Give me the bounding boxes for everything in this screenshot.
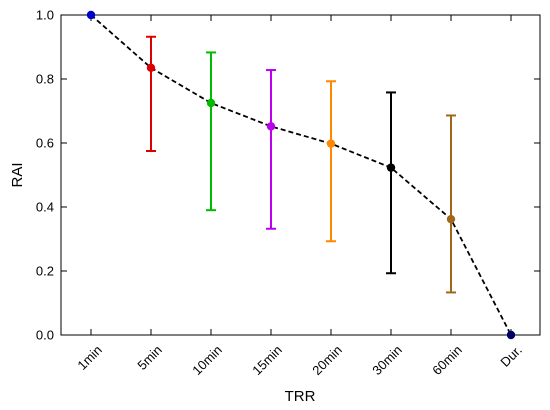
data-point-30min bbox=[386, 163, 396, 172]
x-axis-ticks: 1min 5min 10min 15min 20min 30min 60min Dur. bbox=[74, 15, 525, 378]
plot-frame bbox=[60, 14, 541, 336]
x-tick-label: 20min bbox=[309, 342, 345, 378]
x-tick-label: 15min bbox=[249, 342, 285, 378]
x-tick-label: 30min bbox=[369, 342, 405, 378]
y-tick-label: 0.0 bbox=[36, 328, 54, 343]
x-axis-label: TRR bbox=[285, 388, 316, 405]
data-point-60min bbox=[446, 214, 456, 224]
y-axis-label: RAI bbox=[9, 162, 26, 187]
x-tick-label: 10min bbox=[189, 342, 225, 378]
chart-marks bbox=[86, 10, 516, 340]
y-tick-label: 1.0 bbox=[36, 8, 54, 23]
data-point-Dur. bbox=[506, 330, 516, 340]
data-point-20min bbox=[326, 139, 336, 148]
y-tick-label: 0.4 bbox=[36, 200, 54, 215]
y-tick-label: 0.8 bbox=[36, 72, 54, 87]
x-tick-label: 1min bbox=[74, 342, 105, 373]
data-point-15min bbox=[266, 122, 276, 131]
y-tick-label: 0.6 bbox=[36, 136, 54, 151]
data-point-1min bbox=[86, 10, 96, 20]
data-point-5min bbox=[146, 63, 156, 72]
y-tick-label: 0.2 bbox=[36, 264, 54, 279]
x-tick-label: 60min bbox=[429, 342, 465, 378]
data-point-10min bbox=[206, 98, 216, 108]
connecting-dashed-line bbox=[90, 14, 512, 336]
x-tick-label: 5min bbox=[134, 342, 165, 373]
y-axis-ticks: 0.0 0.2 0.4 0.6 0.8 1.0 bbox=[36, 8, 540, 343]
x-tick-label: Dur. bbox=[497, 342, 524, 369]
